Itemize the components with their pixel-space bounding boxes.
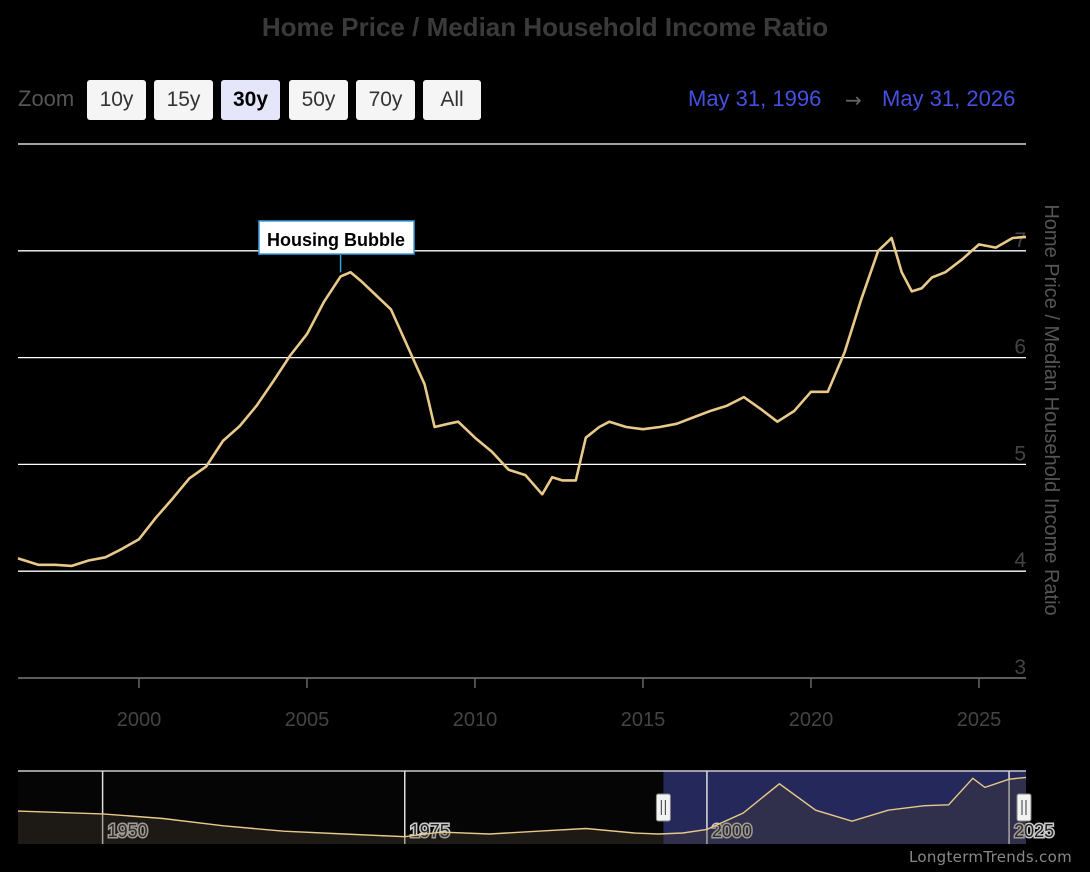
series-line (17, 235, 1027, 568)
navigator-selection (663, 771, 1026, 844)
x-tick-label: 2000 (117, 709, 162, 731)
navigator-left-handle[interactable] (655, 793, 671, 822)
x-tick-label: 2005 (285, 709, 330, 731)
chart-title: Home Price / Median Household Income Rat… (261, 12, 829, 42)
x-tick-label: 2015 (621, 709, 666, 731)
handle-grip (1016, 793, 1032, 822)
credit-text: LongtermTrends.com (909, 848, 1072, 866)
zoom-label: Zoom (18, 86, 75, 111)
range-arrow-icon: → (845, 88, 862, 112)
y-tick-label: 3 (1014, 656, 1026, 679)
x-tick-label: 2025 (957, 709, 1002, 731)
handle-grip (655, 793, 671, 822)
zoom-70y-button[interactable]: 70y (356, 80, 415, 120)
range-to-input[interactable]: May 31, 2026 (882, 86, 1016, 111)
zoom-all-button[interactable]: All (423, 80, 481, 120)
y-tick-label: 6 (1014, 336, 1026, 359)
navigator-line (17, 776, 1027, 838)
x-tick-label: 2010 (453, 709, 498, 731)
y-tick-label: 7 (1014, 229, 1026, 252)
zoom-15y-button[interactable]: 15y (154, 80, 213, 120)
annotation-box (258, 220, 415, 255)
annotation-label: Housing Bubble (267, 230, 405, 250)
y-tick-label: 4 (1014, 549, 1026, 572)
zoom-50y-button[interactable]: 50y (289, 80, 348, 120)
navigator-area (18, 777, 1026, 844)
zoom-30y-button[interactable]: 30y (221, 80, 280, 120)
zoom-10y-button[interactable]: 10y (87, 80, 146, 120)
y-axis-title: Home Price / Median Household Income Rat… (1040, 204, 1062, 615)
x-tick-label: 2020 (789, 709, 834, 731)
range-from-input[interactable]: May 31, 1996 (688, 86, 822, 111)
navigator-tick-label: 1975 (410, 821, 450, 841)
navigator-tick-label: 2000 (712, 821, 752, 841)
navigator-tick-label: 2025 (1014, 821, 1054, 841)
navigator-tick-label: 1950 (108, 821, 148, 841)
navigator-right-handle[interactable] (1016, 793, 1032, 822)
y-tick-label: 5 (1014, 442, 1026, 465)
